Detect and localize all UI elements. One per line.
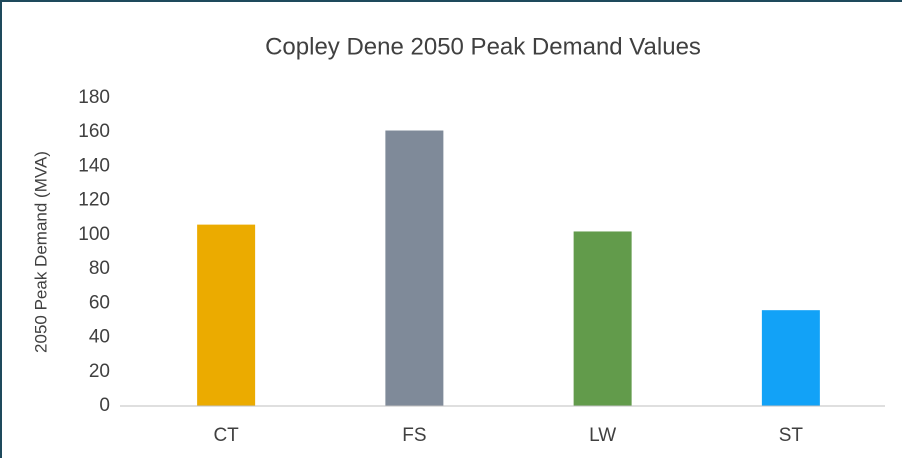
y-tick-label: 40 — [89, 327, 110, 348]
x-tick-label: CT — [213, 425, 239, 446]
bar — [385, 130, 444, 406]
y-tick-label: 100 — [78, 224, 110, 245]
y-tick-label: 80 — [89, 258, 110, 279]
bar — [573, 231, 632, 406]
x-tick-label: LW — [589, 425, 616, 446]
x-tick-label: FS — [402, 425, 426, 446]
y-tick-label: 160 — [78, 121, 110, 142]
y-tick-label: 20 — [89, 361, 110, 382]
y-axis-label: 2050 Peak Demand (MVA) — [31, 151, 50, 353]
y-tick-label: 0 — [99, 395, 110, 416]
bar — [761, 310, 820, 406]
x-tick-label: ST — [779, 425, 804, 446]
y-tick-label: 140 — [78, 155, 110, 176]
y-tick-label: 60 — [89, 292, 110, 313]
chart-title: Copley Dene 2050 Peak Demand Values — [265, 33, 701, 60]
bar — [197, 224, 256, 406]
y-tick-label: 120 — [78, 190, 110, 211]
y-tick-label: 180 — [78, 87, 110, 108]
